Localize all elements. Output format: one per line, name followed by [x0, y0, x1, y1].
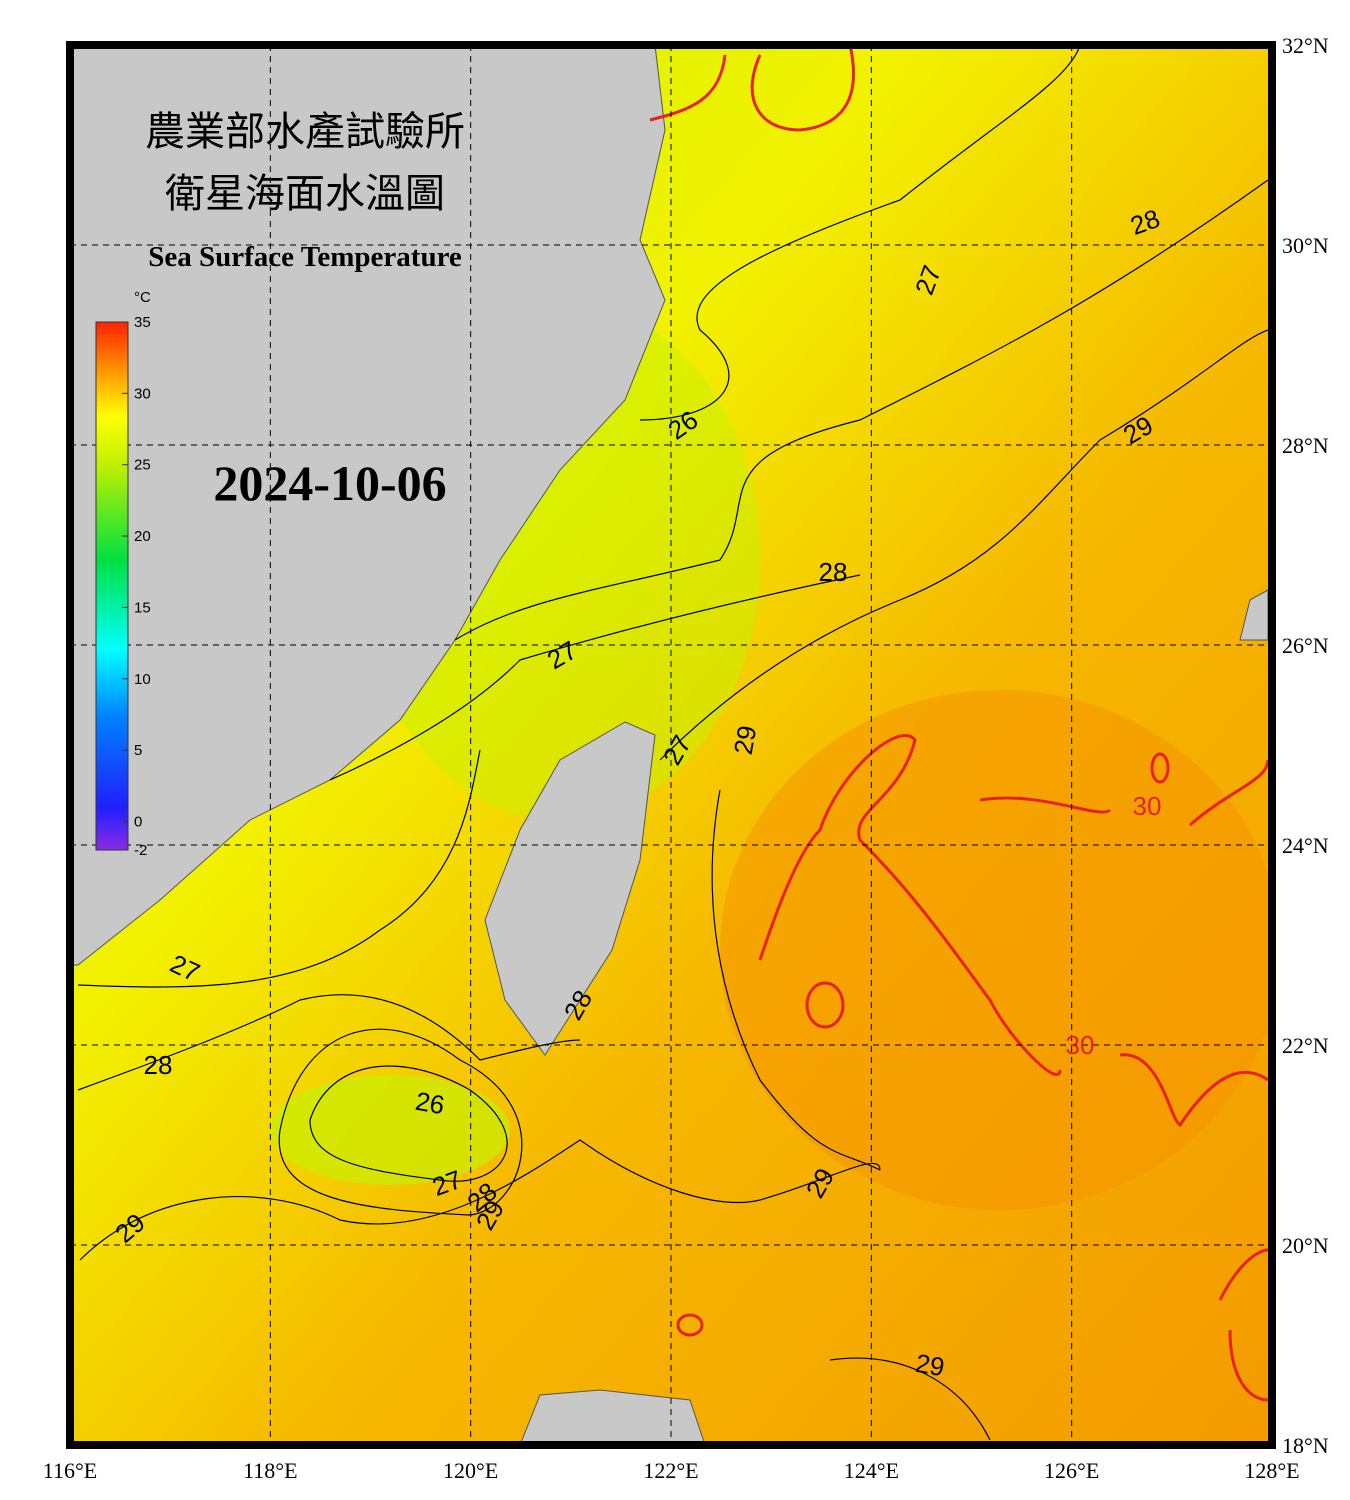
lon-label: 118°E: [243, 1458, 297, 1483]
lat-label: 22°N: [1282, 1033, 1329, 1058]
land-island: [1239, 589, 1268, 641]
title-zh: 衛星海面水溫圖: [165, 171, 445, 216]
lat-label: 30°N: [1282, 233, 1329, 258]
lon-label: 122°E: [643, 1458, 698, 1483]
contours: [77, 49, 1268, 1441]
cool-patch: [270, 1075, 510, 1185]
land-china: [74, 49, 666, 966]
lon-label: 124°E: [844, 1458, 899, 1483]
lat-label: 28°N: [1282, 433, 1329, 458]
lon-label: 128°E: [1244, 1458, 1299, 1483]
lon-label: 120°E: [443, 1458, 498, 1483]
land-luzon: [521, 1389, 705, 1441]
contour-label: 29: [913, 1348, 947, 1383]
contour-label: 30: [1066, 1030, 1095, 1060]
lat-label: 18°N: [1282, 1433, 1329, 1458]
colorbar-tick-label: 5: [134, 742, 142, 759]
lon-label: 116°E: [43, 1458, 97, 1483]
lat-label: 32°N: [1282, 33, 1329, 58]
contour-label: 28: [819, 557, 848, 587]
contour-label: 29: [728, 723, 763, 757]
lon-label: 126°E: [1044, 1458, 1099, 1483]
lat-label: 20°N: [1282, 1233, 1329, 1258]
colorbar-unit: °C: [134, 289, 151, 306]
title-en: Sea Surface Temperature: [148, 241, 462, 273]
colorbar-tick-label: -2: [134, 842, 147, 859]
colorbar: [95, 321, 129, 851]
contours-30: [649, 49, 1268, 1402]
land-taiwan: [484, 721, 656, 1056]
lat-label: 24°N: [1282, 833, 1329, 858]
title-zh: 農業部水產試驗所: [145, 109, 465, 154]
contour-label: 30: [1133, 791, 1162, 821]
map-frame: [66, 41, 1276, 1449]
lat-label: 26°N: [1282, 633, 1329, 658]
date: 2024-10-06: [213, 455, 446, 511]
colorbar-tick-label: 10: [134, 671, 151, 688]
map-area: [74, 49, 1268, 1441]
warm-patch: [720, 690, 1268, 1210]
contour-label: 26: [413, 1086, 447, 1121]
contour-label: 28: [144, 1050, 173, 1080]
colorbar-tick-label: 30: [134, 385, 151, 402]
colorbar-tick-label: 15: [134, 599, 151, 616]
colorbar-tick-label: 0: [134, 813, 142, 830]
colorbar-tick-label: 20: [134, 528, 151, 545]
colorbar-tick-label: 35: [134, 314, 151, 331]
colorbar-tick-label: 25: [134, 457, 151, 474]
